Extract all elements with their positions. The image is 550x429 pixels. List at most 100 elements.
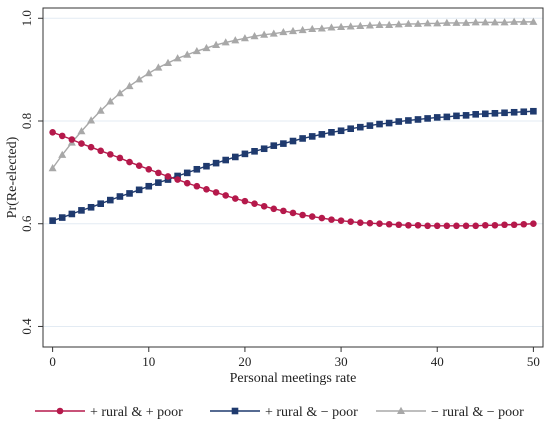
data-point: [357, 123, 364, 131]
data-point: [193, 165, 201, 173]
x-tick-label: 40: [431, 354, 444, 369]
data-point: [155, 169, 162, 177]
data-point: [510, 221, 518, 229]
data-point: [424, 222, 431, 230]
data-point: [48, 164, 57, 172]
data-point: [395, 221, 403, 229]
axis-ticks: 0.4 0.6 0.8 1.0 0 10 20 30 40 50: [19, 10, 540, 369]
data-point: [424, 115, 431, 122]
data-point: [347, 218, 354, 225]
data-point: [414, 221, 422, 229]
data-point: [232, 195, 239, 202]
data-point: [87, 203, 95, 211]
data-point: [520, 220, 528, 228]
data-point: [328, 129, 335, 136]
x-tick-label: 30: [335, 354, 348, 369]
legend-swatch-marker: [56, 407, 64, 415]
data-point: [394, 20, 403, 28]
data-point: [337, 217, 345, 224]
data-point: [510, 17, 519, 25]
data-point: [251, 148, 258, 155]
data-point: [183, 169, 191, 177]
data-point: [58, 132, 66, 140]
data-point: [366, 122, 374, 129]
data-point: [212, 159, 220, 167]
data-point: [462, 18, 471, 26]
data-point: [481, 18, 490, 26]
data-point: [443, 113, 451, 121]
data-point: [116, 193, 124, 200]
data-point: [442, 18, 451, 26]
data-point: [366, 219, 374, 227]
data-point: [280, 140, 287, 147]
data-point: [192, 46, 201, 55]
data-point: [145, 165, 153, 173]
data-point: [414, 19, 422, 27]
data-point: [501, 221, 508, 229]
data-point: [472, 222, 479, 230]
data-point: [376, 220, 383, 228]
data-point: [453, 112, 460, 120]
data-point: [222, 192, 229, 199]
data-point: [49, 217, 56, 224]
data-point: [453, 222, 460, 230]
data-point: [423, 19, 432, 27]
data-point: [77, 127, 86, 135]
data-point: [269, 29, 278, 37]
data-point: [221, 38, 230, 46]
series-1: [49, 129, 537, 230]
data-point: [365, 21, 374, 29]
data-point: [337, 127, 345, 135]
data-point: [289, 209, 297, 217]
data-point: [482, 110, 489, 118]
data-point: [250, 32, 259, 40]
data-point: [530, 220, 537, 228]
data-point: [462, 222, 470, 230]
data-point: [231, 36, 240, 44]
data-point: [68, 136, 76, 143]
data-point: [58, 150, 67, 158]
gridlines: [43, 17, 543, 327]
data-point: [107, 196, 114, 204]
data-point: [529, 17, 538, 25]
data-point: [125, 81, 134, 90]
data-point: [501, 109, 508, 117]
data-point: [183, 50, 192, 58]
data-point: [87, 143, 95, 151]
data-point: [260, 30, 269, 38]
data-point: [203, 162, 210, 170]
data-point: [97, 147, 104, 155]
data-point: [260, 145, 268, 153]
data-point: [241, 197, 249, 205]
data-point: [289, 26, 297, 35]
series-layer: [48, 17, 538, 230]
series-2: [49, 107, 537, 224]
data-point: [97, 200, 104, 207]
data-point: [375, 20, 384, 28]
data-point: [491, 109, 499, 117]
y-tick-label: 0.8: [19, 113, 34, 129]
data-point: [203, 186, 210, 193]
data-point: [385, 220, 393, 228]
data-point: [471, 18, 480, 26]
data-point: [212, 40, 221, 48]
legend-item: − rural & − poor: [376, 405, 524, 420]
data-point: [78, 140, 85, 147]
data-point: [317, 24, 326, 32]
data-point: [443, 222, 451, 230]
data-point: [308, 213, 316, 220]
data-point: [212, 189, 220, 196]
data-point: [145, 182, 153, 190]
data-point: [318, 214, 326, 222]
data-point: [491, 221, 499, 229]
legend-item: + rural & − poor: [210, 405, 358, 420]
data-point: [404, 19, 413, 27]
data-point: [385, 20, 394, 28]
data-point: [106, 97, 115, 105]
data-point: [270, 142, 278, 149]
data-point: [279, 27, 288, 36]
data-point: [202, 43, 211, 52]
y-tick-label: 0.4: [19, 318, 34, 335]
